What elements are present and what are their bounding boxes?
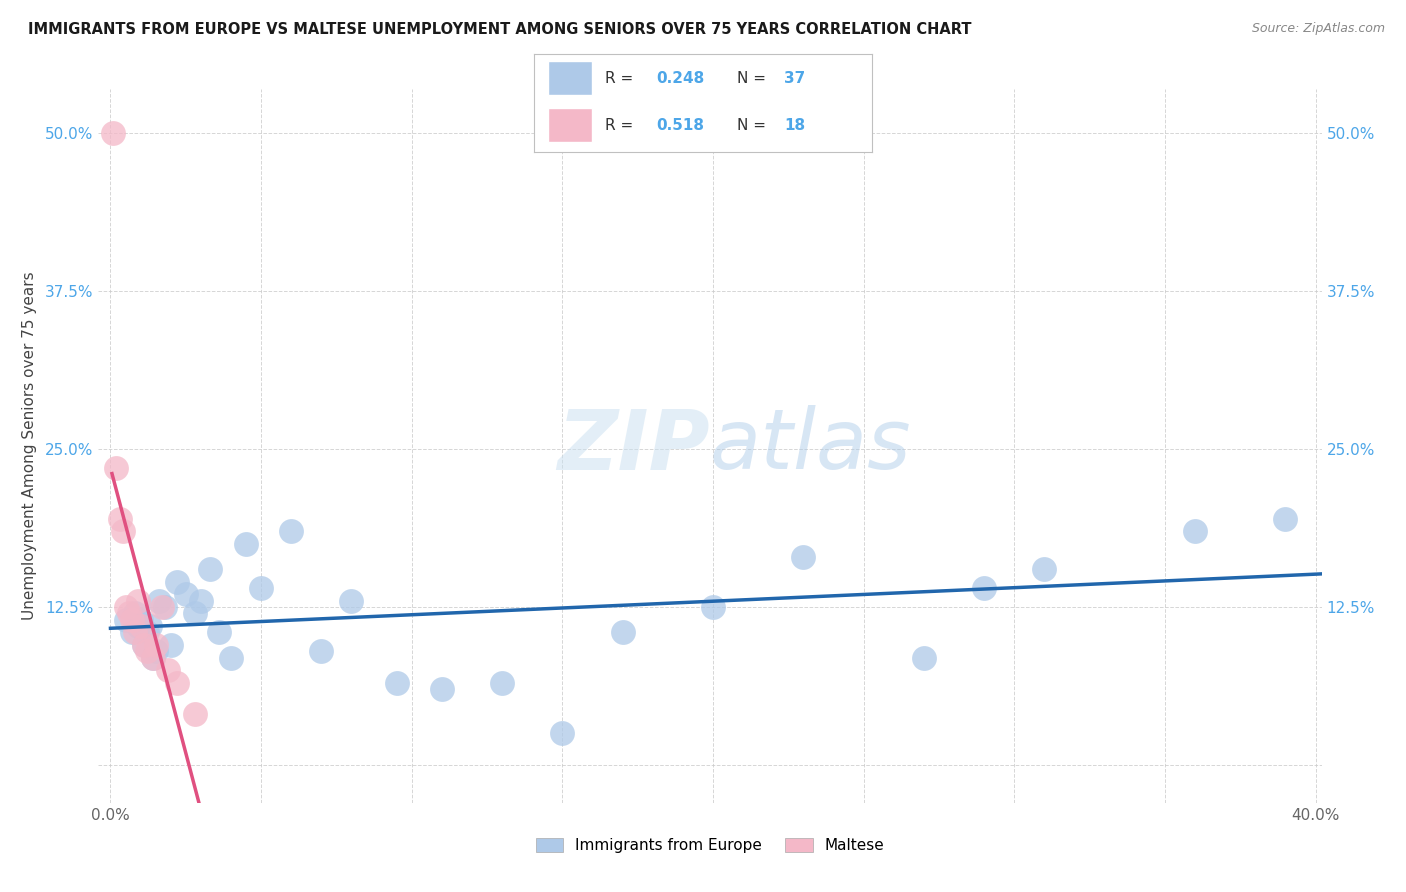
Point [491,675,513,690]
Text: 0.518: 0.518 [655,118,704,133]
Point [792,549,814,564]
Point [184,707,207,722]
Point [1274,511,1296,525]
Point [166,675,188,690]
Point [166,574,188,589]
Legend: Immigrants from Europe, Maltese: Immigrants from Europe, Maltese [530,832,890,859]
Point [198,562,221,576]
Point [1033,562,1056,576]
Point [156,663,179,677]
Point [385,675,408,690]
Point [190,593,212,607]
Point [159,638,181,652]
Point [124,607,146,621]
Point [184,607,207,621]
Point [121,613,143,627]
Text: atlas: atlas [710,406,911,486]
Point [551,726,574,740]
Point [235,537,257,551]
Point [132,638,155,652]
Point [103,127,125,141]
Point [311,644,333,658]
Point [121,625,143,640]
Point [912,650,935,665]
Point [153,600,176,615]
Point [142,650,165,665]
Point [114,600,136,615]
Y-axis label: Unemployment Among Seniors over 75 years: Unemployment Among Seniors over 75 years [21,272,37,620]
Text: N =: N = [737,70,770,86]
Point [145,638,167,652]
Point [148,593,170,607]
Point [174,587,197,601]
Text: IMMIGRANTS FROM EUROPE VS MALTESE UNEMPLOYMENT AMONG SENIORS OVER 75 YEARS CORRE: IMMIGRANTS FROM EUROPE VS MALTESE UNEMPL… [28,22,972,37]
Text: 0.248: 0.248 [655,70,704,86]
Text: Source: ZipAtlas.com: Source: ZipAtlas.com [1251,22,1385,36]
Bar [548,62,592,95]
Point [135,625,157,640]
Point [117,607,139,621]
Point [105,461,128,475]
Point [612,625,634,640]
Point [340,593,363,607]
Point [114,613,136,627]
Point [219,650,242,665]
Point [108,511,131,525]
Text: 18: 18 [785,118,806,133]
Point [702,600,724,615]
Point [138,619,160,633]
Point [132,638,155,652]
Point [1184,524,1206,539]
Point [129,613,152,627]
Point [280,524,302,539]
Text: N =: N = [737,118,770,133]
Point [129,619,152,633]
Point [145,644,167,658]
Text: ZIP: ZIP [557,406,710,486]
Point [135,644,157,658]
Point [208,625,231,640]
Text: 37: 37 [785,70,806,86]
Point [124,625,146,640]
Point [127,619,149,633]
Point [150,600,173,615]
Point [430,682,453,697]
Point [142,650,165,665]
Point [973,581,995,595]
Text: R =: R = [605,118,638,133]
Text: R =: R = [605,70,638,86]
Point [127,593,149,607]
Point [111,524,134,539]
Point [250,581,273,595]
Bar [548,109,592,142]
